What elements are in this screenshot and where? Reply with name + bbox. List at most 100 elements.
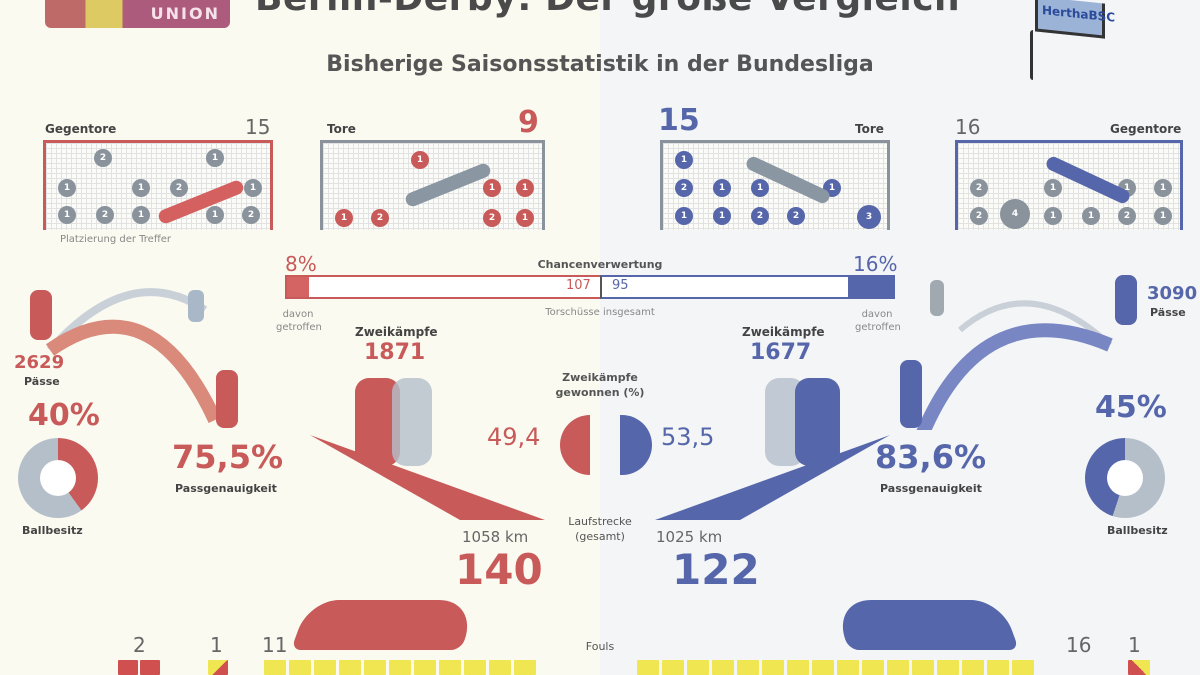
union-conceded-label: Gegentore	[45, 122, 117, 136]
fouls-label: Fouls	[585, 640, 615, 653]
hertha-scored-goal: 1 2 1 1 1 1 1 2 2 3	[660, 140, 890, 230]
yellow-card-icon	[762, 660, 784, 675]
yellow-card-icon	[962, 660, 984, 675]
hertha-passes-label: Pässe	[1150, 306, 1186, 319]
yellow-card-icon	[937, 660, 959, 675]
hertha-scored-value: 15	[658, 103, 700, 138]
duels-won-label: Zweikämpfe gewonnen (%)	[555, 371, 645, 399]
yellow-card-icon	[887, 660, 909, 675]
union-pass-arc	[45, 288, 222, 423]
yellow-card-icon	[339, 660, 361, 675]
union-duels: 1871	[364, 340, 426, 365]
distance-wedges	[310, 435, 890, 520]
yellow-card-icon	[264, 660, 286, 675]
union-background	[0, 0, 600, 675]
yellow-card-icon	[289, 660, 311, 675]
hertha-distance: 1025 km	[656, 528, 723, 546]
hertha-possession: 45%	[1095, 390, 1167, 425]
hertha-duels-label: Zweikämpfe	[742, 325, 825, 339]
yellow-card-icon	[1012, 660, 1034, 675]
union-passes: 2629	[14, 352, 65, 373]
union-duels-label: Zweikämpfe	[355, 325, 438, 339]
receiver-player-icon	[188, 290, 204, 322]
yellow-card-icon	[314, 660, 336, 675]
union-red-cards: 2	[133, 633, 146, 657]
yellow-card-icon	[389, 660, 411, 675]
union-duels-won: 49,4	[487, 423, 541, 451]
union-scored-goal: 1 1 1 1 2 2 1	[320, 140, 545, 230]
hertha-conceded-label: Gegentore	[1110, 122, 1182, 136]
hertha-player-icon	[1115, 275, 1137, 325]
hertha-pass-accuracy: 83,6%	[875, 438, 987, 476]
yellow-card-icon	[912, 660, 934, 675]
chances-title: Chancenverwertung	[537, 258, 663, 271]
hertha-possession-donut	[1085, 438, 1165, 518]
yellow-card-icon	[737, 660, 759, 675]
hertha-yellow-red-cards: 1	[1128, 633, 1141, 657]
hertha-hit-fill	[848, 277, 893, 297]
union-scored-label: Tore	[327, 122, 356, 136]
yellow-red-card-icon	[208, 660, 228, 675]
union-shots: 107	[566, 278, 591, 293]
union-yellow-red-cards: 1	[210, 633, 223, 657]
yellow-red-card-icon	[1128, 660, 1150, 675]
hertha-player-icon	[900, 360, 922, 428]
union-fouls: 140	[455, 545, 543, 594]
yellow-card-icon	[837, 660, 859, 675]
hertha-possession-label: Ballbesitz	[1107, 524, 1168, 537]
union-passes-label: Pässe	[24, 375, 60, 388]
union-slide-player-icon	[290, 600, 480, 650]
hertha-duels-won: 53,5	[661, 423, 715, 451]
hertha-shots-bar	[600, 275, 895, 299]
hertha-slide-player-icon	[830, 600, 1020, 650]
yellow-card-icon	[514, 660, 536, 675]
union-possession-label: Ballbesitz	[22, 524, 83, 537]
yellow-card-icon	[862, 660, 884, 675]
flag-pole-icon	[1030, 30, 1036, 80]
red-card-icon	[140, 660, 160, 675]
opponent-duel-player-icon	[392, 378, 432, 466]
union-chance-pct: 8%	[285, 252, 317, 276]
union-possession: 40%	[28, 398, 100, 433]
hertha-yellow-cards: 16	[1066, 633, 1092, 657]
yellow-card-icon	[464, 660, 486, 675]
placement-note: Platzierung der Treffer	[60, 234, 171, 245]
yellow-card-icon	[414, 660, 436, 675]
hertha-chance-pct: 16%	[853, 252, 898, 276]
yellow-card-icon	[439, 660, 461, 675]
hertha-passes: 3090	[1147, 283, 1198, 304]
union-possession-donut	[18, 438, 98, 518]
hertha-conceded-value: 16	[955, 115, 981, 139]
yellow-card-icon	[787, 660, 809, 675]
receiver-player-icon	[930, 280, 944, 316]
yellow-card-icon	[812, 660, 834, 675]
yellow-card-icon	[637, 660, 659, 675]
union-accuracy-label: Passgenauigkeit	[175, 482, 277, 495]
union-logo: UNION	[45, 0, 230, 28]
hertha-scored-label: Tore	[855, 122, 884, 136]
hertha-pass-arc	[916, 300, 1113, 430]
union-hit-fill	[287, 277, 309, 297]
union-conceded-value: 15	[245, 115, 271, 139]
page-title: Berlin-Derby: Der große Vergleich	[255, 0, 960, 19]
yellow-card-icon	[987, 660, 1009, 675]
yellow-card-icon	[712, 660, 734, 675]
yellow-card-icon	[364, 660, 386, 675]
yellow-card-icon	[489, 660, 511, 675]
hertha-shots: 95	[612, 278, 629, 293]
hertha-conceded-goal: 2 1 1 1 2 4 1 1 2 1	[955, 140, 1183, 230]
hertha-fouls: 122	[672, 545, 760, 594]
union-conceded-goal: 2 1 1 1 2 1 1 2 1 1 2	[43, 140, 273, 230]
hertha-hit-label: davon getroffen	[855, 309, 901, 333]
union-player-icon	[216, 370, 238, 428]
shots-label: Torschüsse insgesamt	[545, 307, 655, 318]
hertha-duels: 1677	[750, 340, 812, 365]
union-distance: 1058 km	[462, 528, 529, 546]
union-player-icon	[30, 290, 52, 340]
union-yellow-cards: 11	[262, 633, 288, 657]
red-card-icon	[118, 660, 138, 675]
hertha-duel-player-icon	[795, 378, 840, 466]
yellow-card-icon	[687, 660, 709, 675]
hertha-accuracy-label: Passgenauigkeit	[880, 482, 982, 495]
union-hit-label: davon getroffen	[276, 309, 322, 333]
